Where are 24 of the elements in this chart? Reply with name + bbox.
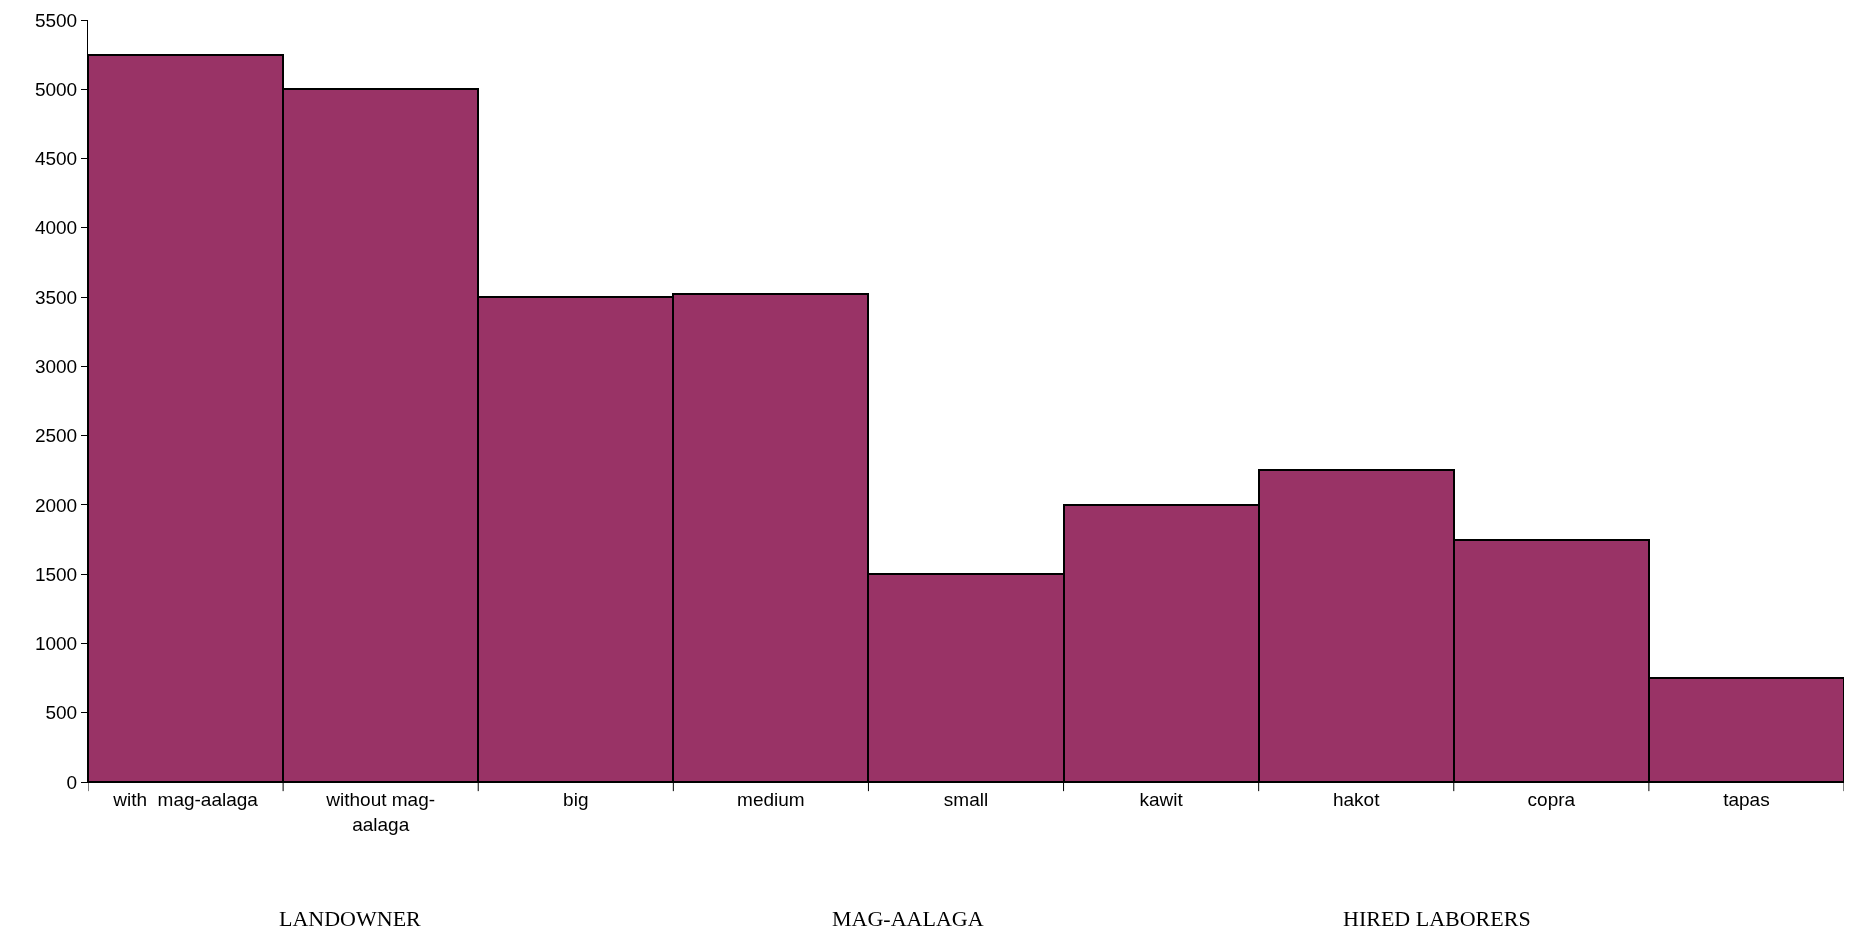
y-tick-label: 3500 (34, 286, 78, 308)
x-tick-label: big (563, 788, 589, 810)
x-tick-label: tapas (1723, 788, 1770, 810)
y-tick-label: 2000 (34, 494, 78, 516)
text: HIRED LABORERS (1343, 906, 1531, 931)
text: MAG-AALAGA (832, 906, 984, 931)
x-tick-label: copra (1527, 788, 1576, 810)
x-tick-label: medium (737, 788, 805, 810)
y-tick-label: 1500 (34, 563, 78, 585)
x-tick-label: small (943, 788, 989, 810)
x-tick-label: without mag-aalaga (325, 788, 436, 835)
y-tick-label: 3000 (34, 356, 78, 378)
y-tick-label: 5000 (34, 78, 78, 100)
x-tick-label: hakot (1332, 788, 1381, 810)
y-tick-label: 4500 (34, 148, 78, 170)
y-tick-label: 0 (66, 771, 78, 793)
y-tick-label: 1000 (34, 633, 78, 655)
y-tick-label: 500 (45, 702, 78, 724)
x-tick-label: with mag-aalaga (112, 788, 259, 810)
y-tick-label: 5500 (34, 9, 78, 31)
y-tick-label: 4000 (34, 217, 78, 239)
x-tick-label: kawit (1139, 788, 1184, 810)
text: LANDOWNER (279, 906, 422, 931)
y-tick-label: 2500 (34, 425, 78, 447)
